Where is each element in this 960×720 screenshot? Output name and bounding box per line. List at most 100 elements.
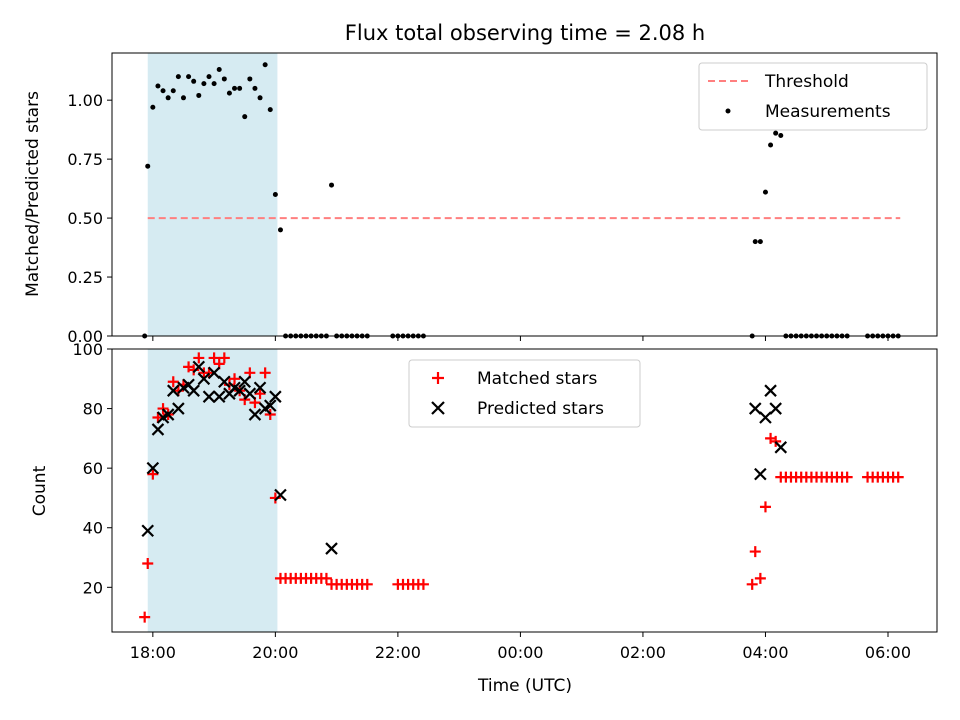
measurement-point [773,130,779,136]
measurement-point [757,239,763,245]
predicted-star-point [146,461,160,475]
matched-star-point [417,578,429,590]
measurement-point [216,67,222,73]
top-y-tick-label: 0.00 [67,327,103,346]
matched-star-point [746,578,758,590]
top-y-tick-label: 0.75 [67,150,103,169]
measurement-point [262,62,268,68]
matched-star-point [142,557,154,569]
bottom-y-tick-label: 40 [83,519,103,538]
top-legend-box [698,62,928,131]
predicted-star-point [207,366,221,380]
predicted-star-point [233,384,246,397]
x-axis-label: Time (UTC) [477,676,572,696]
measurement-point [145,163,151,169]
measurement-point [752,239,758,245]
x-tick-label: 06:00 [865,643,911,662]
legend-predicted-label: Predicted stars [477,399,604,419]
measurement-point [232,85,238,91]
predicted-star-point [759,411,772,424]
measurement-point [778,133,784,139]
bottom-x-ticks: 18:00 20:00 22:00 00:00 02:00 04:00 06:00 [130,632,911,662]
x-tick-label: 02:00 [620,643,666,662]
top-legend: Threshold Measurements [698,62,928,131]
bottom-shade-span [147,349,278,632]
predicted-star-point [202,390,216,403]
predicted-star-point [269,390,282,403]
matched-star-point [749,546,761,558]
measurement-point [267,107,273,113]
top-shade-span [147,53,278,336]
top-y-tick-label: 0.25 [67,268,103,287]
top-y-tick-label: 1.00 [67,91,103,110]
matched-star-point [892,471,904,483]
bottom-legend: Matched stars Predicted stars [408,359,641,428]
predicted-star-point [253,381,267,395]
matched-star-point [147,468,159,480]
measurement-point [191,78,197,84]
measurement-point [329,182,335,188]
measurement-point [762,189,768,195]
predicted-star-point [764,384,777,397]
predicted-star-point [192,360,206,374]
bottom-y-tick-label: 20 [83,578,103,597]
predicted-star-point [774,441,788,454]
measurement-point [252,85,258,91]
measurement-point [180,95,186,101]
predicted-star-point [769,402,782,415]
matched-star-point [320,572,332,584]
x-tick-label: 22:00 [375,643,421,662]
measurement-point [201,81,207,87]
predicted-star-point [172,402,185,415]
matched-star-point [254,388,266,400]
matched-star-point [218,352,230,364]
bottom-y-tick-label: 100 [72,340,103,359]
predicted-star-point [754,467,767,481]
predicted-star-point [212,390,226,403]
measurement-point [206,74,212,80]
measurement-point [221,76,227,82]
bottom-legend-box [408,359,641,428]
predicted-stars-points [141,360,788,555]
x-tick-label: 20:00 [252,643,298,662]
measurement-point [160,88,166,94]
top-panel: 0.00 0.25 0.50 0.75 1.00 Matched/Predicted s… [23,52,938,346]
matched-star-point [759,501,771,513]
measurement-point [175,74,181,80]
bottom-y-tick-label: 80 [83,400,103,419]
predicted-star-point [248,408,262,421]
predicted-star-point [151,423,165,436]
predicted-star-point [274,488,287,502]
measurement-point [768,142,774,148]
top-axes-frame [111,52,938,337]
predicted-star-point [197,372,211,386]
bottom-y-ticks: 20 40 60 80 100 [72,340,112,597]
predicted-star-point [263,399,277,412]
x-tick-label: 04:00 [742,643,788,662]
predicted-star-point [325,542,338,555]
legend-matched-swatch [432,372,444,384]
matched-star-point [139,611,151,623]
x-tick-label: 18:00 [130,643,176,662]
bottom-panel: 20 40 60 80 100 18:00 20:00 22:00 00:00 02:00 04:… [30,340,938,696]
matched-star-point [167,376,179,388]
matched-star-point [157,403,169,415]
measurement-point [237,85,243,91]
matched-star-point [208,352,220,364]
measurement-point [242,114,248,120]
predicted-star-point [243,387,257,400]
measurement-point [186,74,192,80]
legend-measurements-label: Measurements [765,102,891,122]
matched-star-point [841,471,853,483]
bottom-y-axis-label: Count [30,465,50,516]
x-tick-label: 00:00 [497,643,543,662]
legend-measurements-swatch [725,108,731,114]
matched-star-point [229,373,241,385]
predicted-star-point [166,384,180,397]
legend-predicted-swatch [431,401,445,415]
measurement-point [196,92,202,98]
measurement-point [272,192,278,197]
predicted-star-point [161,408,175,421]
predicted-star-point [218,375,231,389]
predicted-star-point [141,524,155,537]
